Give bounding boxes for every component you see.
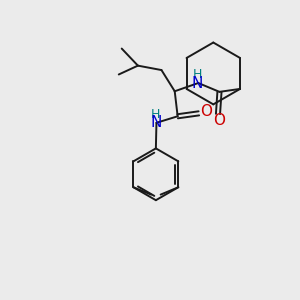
Text: N: N [150,115,162,130]
Text: H: H [193,68,202,81]
Text: H: H [151,108,160,121]
Text: O: O [214,113,226,128]
Text: O: O [200,104,212,119]
Text: N: N [192,76,203,91]
